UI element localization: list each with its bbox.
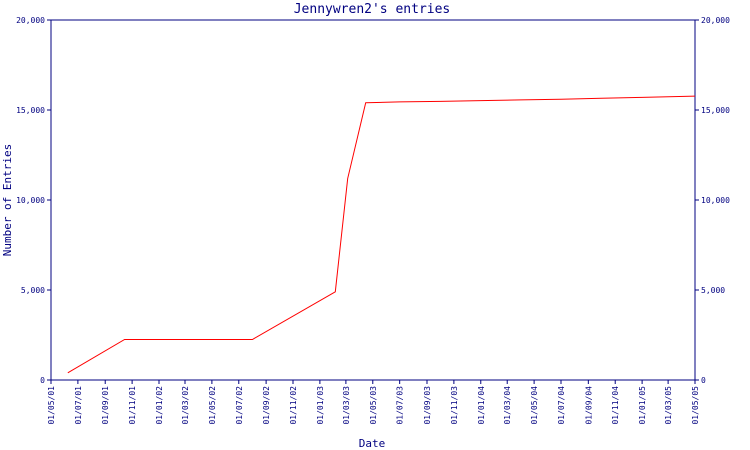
x-axis-label: Date xyxy=(359,437,386,450)
x-tick-label: 01/09/04 xyxy=(584,386,593,425)
x-axis: 01/05/01 01/07/01 01/09/01 01/11/01 01/01/02… xyxy=(47,380,700,425)
x-tick-label: 01/11/04 xyxy=(611,386,620,425)
y-tick-label-right: 15,000 xyxy=(701,106,730,115)
x-tick-label: 01/11/02 xyxy=(289,386,298,425)
x-tick-label: 01/09/03 xyxy=(423,386,432,425)
x-tick-label: 01/03/05 xyxy=(664,386,673,425)
y-tick-label-left: 20,000 xyxy=(16,16,45,25)
x-tick-label: 01/05/02 xyxy=(208,386,217,425)
y-axis-right: 0 5,000 10,000 15,000 20,000 xyxy=(695,16,730,385)
x-tick-label: 01/09/01 xyxy=(101,386,110,425)
x-tick-label: 01/03/03 xyxy=(342,386,351,425)
x-tick-label: 01/01/05 xyxy=(638,386,647,425)
x-tick-label: 01/11/03 xyxy=(450,386,459,425)
x-tick-label: 01/03/04 xyxy=(503,386,512,425)
x-tick-label: 01/05/05 xyxy=(691,386,700,425)
y-tick-label-right: 0 xyxy=(701,376,706,385)
x-tick-label: 01/03/02 xyxy=(181,386,190,425)
x-tick-label: 01/01/04 xyxy=(477,386,486,425)
x-tick-label: 01/01/03 xyxy=(316,386,325,425)
y-tick-label-left: 15,000 xyxy=(16,106,45,115)
series-layer xyxy=(67,95,696,374)
y-tick-label-right: 5,000 xyxy=(701,286,725,295)
y-tick-label-left: 0 xyxy=(40,376,45,385)
y-tick-label-right: 20,000 xyxy=(701,16,730,25)
series-line-entries xyxy=(67,95,696,374)
y-tick-label-left: 10,000 xyxy=(16,196,45,205)
x-tick-label: 01/07/01 xyxy=(74,386,83,425)
y-axis-label: Number of Entries xyxy=(1,144,14,257)
x-tick-label: 01/01/02 xyxy=(155,386,164,425)
y-tick-label-left: 5,000 xyxy=(21,286,45,295)
y-tick-label-right: 10,000 xyxy=(701,196,730,205)
x-tick-label: 01/07/04 xyxy=(557,386,566,425)
x-tick-label: 01/05/01 xyxy=(47,386,56,425)
x-tick-label: 01/05/04 xyxy=(530,386,539,425)
x-tick-label: 01/05/03 xyxy=(369,386,378,425)
chart-title: Jennywren2's entries xyxy=(294,2,451,17)
x-tick-label: 01/09/02 xyxy=(262,386,271,425)
y-axis-left: 0 5,000 10,000 15,000 20,000 xyxy=(16,16,51,385)
x-tick-label: 01/11/01 xyxy=(128,386,137,425)
x-tick-label: 01/07/03 xyxy=(396,386,405,425)
x-tick-label: 01/07/02 xyxy=(235,386,244,425)
plot-area xyxy=(50,19,696,381)
